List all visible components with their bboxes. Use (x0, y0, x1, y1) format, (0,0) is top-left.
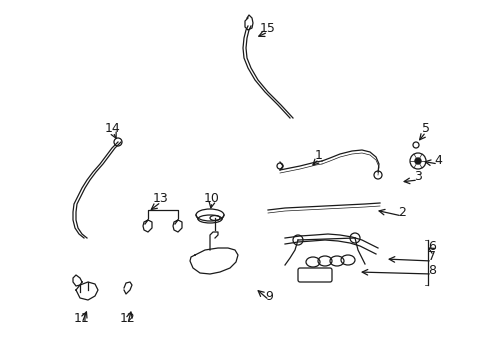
Text: 9: 9 (264, 289, 272, 302)
Text: 13: 13 (153, 192, 168, 204)
Circle shape (414, 158, 420, 164)
Text: 15: 15 (260, 22, 275, 35)
Text: 10: 10 (203, 192, 220, 204)
Text: 5: 5 (421, 122, 429, 135)
Text: 8: 8 (427, 264, 435, 276)
Text: 2: 2 (397, 206, 405, 219)
Text: 14: 14 (105, 122, 121, 135)
Text: 6: 6 (427, 239, 435, 252)
Text: 7: 7 (427, 251, 435, 264)
Text: 12: 12 (120, 312, 136, 325)
Text: 1: 1 (314, 149, 322, 162)
Text: 3: 3 (413, 170, 421, 183)
Text: 11: 11 (74, 312, 90, 325)
Text: 4: 4 (433, 153, 441, 166)
